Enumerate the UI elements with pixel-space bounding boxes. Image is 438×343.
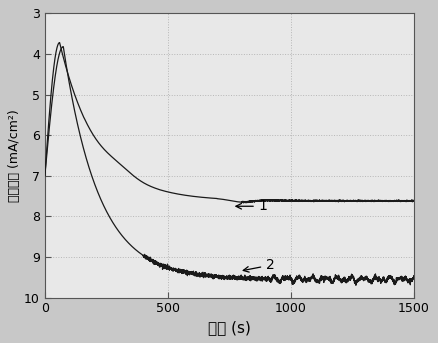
Text: 2: 2 bbox=[243, 258, 275, 272]
X-axis label: 时间 (s): 时间 (s) bbox=[208, 320, 251, 335]
Text: 1: 1 bbox=[236, 199, 268, 213]
Y-axis label: 电流密度 (mA/cm²): 电流密度 (mA/cm²) bbox=[8, 109, 21, 202]
